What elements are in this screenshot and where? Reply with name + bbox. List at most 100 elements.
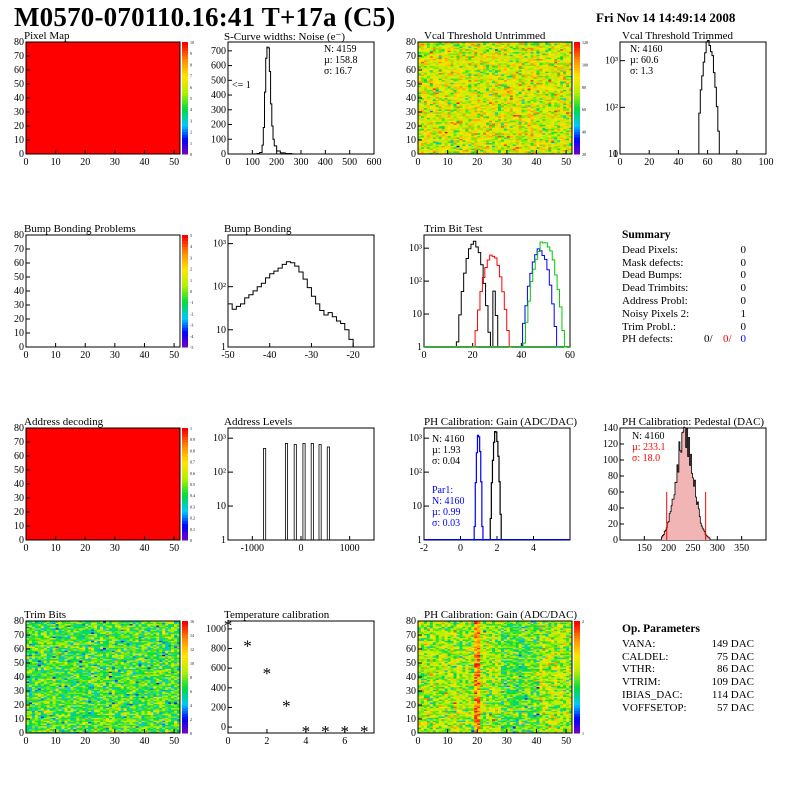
histogram-fill bbox=[661, 427, 710, 540]
x-tick-label: 0 bbox=[416, 157, 421, 168]
summary-value: 0 bbox=[741, 282, 747, 295]
summary-key: Address Probl: bbox=[622, 295, 688, 308]
x-tick-label: 20 bbox=[80, 543, 90, 554]
y-tick-label: 10 bbox=[412, 501, 422, 512]
y-tick-label: 0 bbox=[19, 342, 24, 353]
stat-line: µ: 233.1 bbox=[632, 442, 666, 453]
colorbar-label: -1 bbox=[190, 300, 193, 305]
y-tick-label: 20 bbox=[608, 519, 618, 530]
colorbar-cell bbox=[574, 42, 580, 45]
y-tick-label: 70 bbox=[14, 437, 24, 448]
x-tick-label: 600 bbox=[367, 157, 382, 168]
x-tick-label: 150 bbox=[637, 543, 652, 554]
summary-key: Noisy Pixels 2: bbox=[622, 308, 689, 321]
summary-row: Dead Pixels:0 bbox=[622, 244, 746, 257]
summary-key: PH defects: bbox=[622, 333, 673, 346]
underflow-annotation: <= 1 bbox=[232, 80, 251, 91]
y-tick-label: 10² bbox=[409, 467, 422, 478]
plot-frame bbox=[228, 235, 374, 347]
x-tick-label: 60 bbox=[703, 157, 713, 168]
stat-line: σ: 0.03 bbox=[432, 518, 465, 529]
colorbar-label: 120 bbox=[582, 40, 588, 45]
y-tick-label: 100 bbox=[603, 455, 618, 466]
plot-frame bbox=[26, 235, 180, 347]
address-level-spike bbox=[294, 445, 296, 540]
y-tick-label: 600 bbox=[211, 61, 226, 72]
summary-row: Address Probl: 0 bbox=[622, 295, 746, 308]
histogram-series-0 bbox=[456, 241, 500, 347]
x-tick-label: 200 bbox=[269, 157, 284, 168]
summary-value: 0 bbox=[741, 295, 747, 308]
y-tick-label: 40 bbox=[14, 286, 24, 297]
colorbar-label: 0 bbox=[190, 538, 192, 543]
y-tick-label: 10 bbox=[412, 309, 422, 320]
histogram-line bbox=[228, 262, 366, 347]
heatmap-fill bbox=[26, 428, 180, 540]
histogram-series-1 bbox=[473, 255, 512, 347]
summary-row-ph-defects: PH defects: 0/ 0/ 0 bbox=[622, 333, 746, 346]
x-tick-label: 20 bbox=[644, 157, 654, 168]
y-tick-label: 0 bbox=[19, 149, 24, 160]
y-tick-label: 120 bbox=[603, 439, 618, 450]
summary-key: Trim Probl.: bbox=[622, 321, 676, 334]
y-tick-label: 10 bbox=[216, 501, 226, 512]
stats-box-par1: Par1: N: 4160 µ: 0.99 σ: 0.03 bbox=[432, 485, 465, 529]
stats-box: N: 4160 µ: 233.1 σ: 18.0 bbox=[632, 431, 666, 464]
colorbar-label: 0.2 bbox=[190, 516, 195, 521]
x-tick-label: 50 bbox=[169, 350, 179, 361]
y-tick-label: 40 bbox=[406, 93, 416, 104]
stats-box: N: 4160 µ: 60.6 σ: 1.3 bbox=[630, 44, 663, 77]
x-tick-label: 60 bbox=[565, 350, 575, 361]
summary-value: 1 bbox=[741, 308, 747, 321]
summary-row: Trim Probl.:0 bbox=[622, 321, 746, 334]
y-tick-label: 50 bbox=[14, 79, 24, 90]
x-tick-label: 40 bbox=[139, 350, 149, 361]
x-tick-label: 0 bbox=[24, 543, 29, 554]
colorbar-label: 10 bbox=[190, 40, 194, 45]
summary-key: Dead Bumps: bbox=[622, 269, 682, 282]
y-tick-label: 60 bbox=[406, 65, 416, 76]
y-tick-label: 10 bbox=[406, 135, 416, 146]
colorbar-label: 0 bbox=[190, 152, 192, 157]
address-level-spike bbox=[319, 445, 321, 540]
y-tick-label: 80 bbox=[14, 230, 24, 241]
y-tick-label: 30 bbox=[406, 107, 416, 118]
address-level-spike bbox=[285, 443, 287, 540]
summary-row: Mask defects:0 bbox=[622, 257, 746, 270]
ph-defects-red: 0/ bbox=[723, 333, 732, 346]
histogram-series-1 bbox=[473, 435, 484, 540]
x-tick-label: -30 bbox=[305, 350, 318, 361]
summary-row: Noisy Pixels 2: 1 bbox=[622, 308, 746, 321]
stat-line: N: 4160 bbox=[432, 434, 465, 445]
y-tick-label: 50 bbox=[14, 465, 24, 476]
y-tick-label: 0 bbox=[19, 535, 24, 546]
y-tick-label: 100 bbox=[211, 134, 226, 145]
y-tick-label: 10 bbox=[14, 135, 24, 146]
x-tick-label: 50 bbox=[169, 543, 179, 554]
colorbar-label: 3 bbox=[190, 255, 192, 260]
y-tick-label: 10³ bbox=[605, 56, 618, 67]
x-tick-label: 0 bbox=[458, 543, 463, 554]
y-tick-label: 10 bbox=[14, 328, 24, 339]
y-tick-label: 500 bbox=[211, 75, 226, 86]
y-tick-label: 400 bbox=[211, 90, 226, 101]
summary-value: 0 bbox=[741, 257, 747, 270]
y-tick-label: 60 bbox=[608, 487, 618, 498]
colorbar-label: -3 bbox=[190, 323, 193, 328]
colorbar-label: 0.7 bbox=[190, 460, 195, 465]
y-tick-label: 10³ bbox=[409, 433, 422, 444]
x-tick-label: 10 bbox=[51, 350, 61, 361]
x-tick-label: 100 bbox=[245, 157, 260, 168]
y-tick-label: 30 bbox=[14, 300, 24, 311]
x-tick-label: 30 bbox=[110, 157, 120, 168]
